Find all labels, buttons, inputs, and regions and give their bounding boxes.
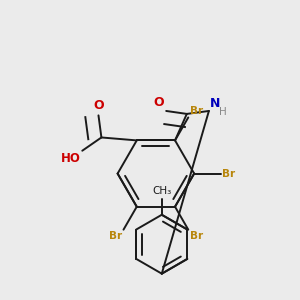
- Text: Br: Br: [190, 231, 203, 241]
- Text: H: H: [219, 107, 226, 117]
- Text: O: O: [93, 99, 104, 112]
- Text: O: O: [153, 97, 164, 110]
- Text: Br: Br: [109, 231, 122, 241]
- Text: N: N: [210, 97, 220, 110]
- Text: CH₃: CH₃: [152, 186, 171, 196]
- Text: Br: Br: [222, 169, 235, 178]
- Text: Br: Br: [190, 106, 203, 116]
- Text: HO: HO: [61, 152, 81, 165]
